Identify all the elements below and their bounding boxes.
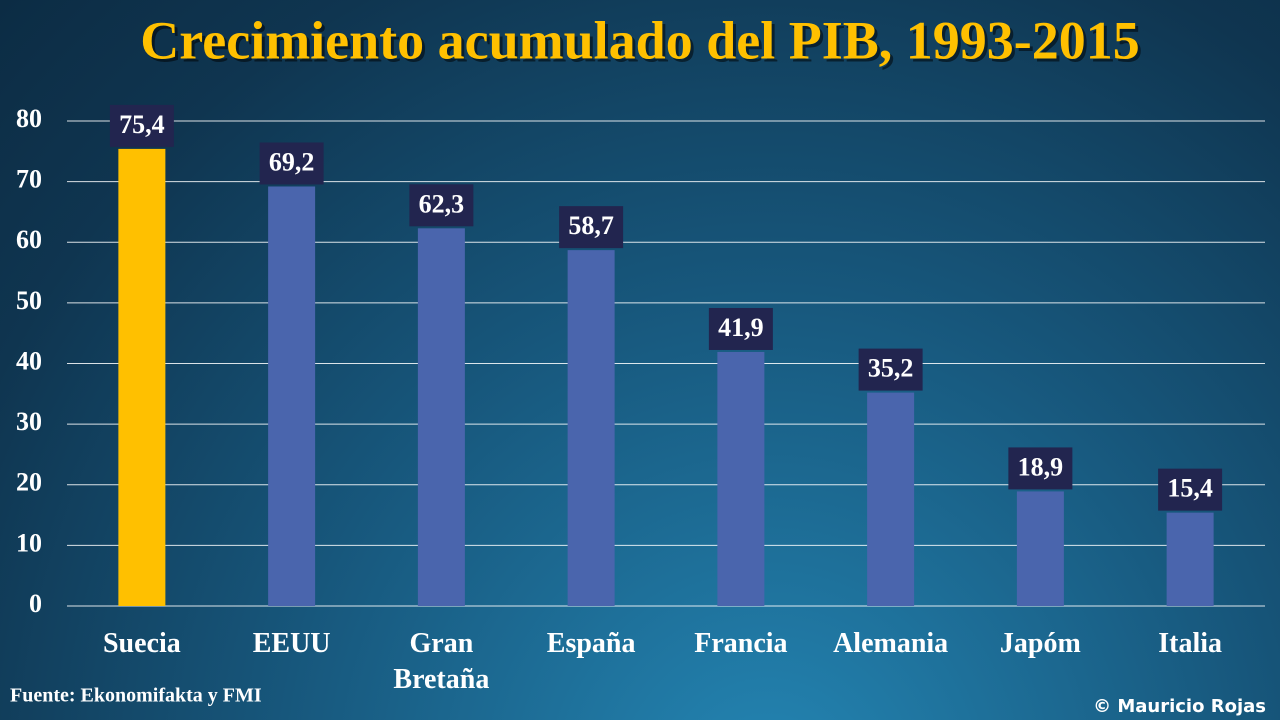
value-label-box xyxy=(559,206,624,249)
value-label-box xyxy=(1008,447,1073,490)
x-tick-label: Italia xyxy=(1158,628,1223,659)
x-tick-label: Suecia xyxy=(102,628,181,659)
bar xyxy=(268,186,316,606)
bar xyxy=(867,392,915,606)
x-tick-label: Gran Bretaña xyxy=(393,628,490,695)
value-label-box xyxy=(109,104,174,147)
value-label: 15,4 xyxy=(1167,474,1213,503)
value-label-box xyxy=(858,348,923,391)
value-label: 58,7 xyxy=(568,211,614,240)
y-tick-label: 10 xyxy=(16,528,42,557)
bar xyxy=(417,228,465,606)
y-tick-label: 20 xyxy=(16,468,42,497)
credit: © Mauricio Rojas xyxy=(1093,696,1266,717)
value-label-box xyxy=(1158,468,1223,511)
x-tick-label: Alemania xyxy=(833,628,949,659)
bar xyxy=(567,250,615,606)
y-tick-label: 80 xyxy=(16,104,42,133)
title-shadow: Crecimiento acumulado del PIB, 1993-2015 xyxy=(143,13,1142,73)
value-label-box xyxy=(409,184,474,227)
bar xyxy=(118,148,166,606)
value-label: 62,3 xyxy=(419,189,465,218)
bar xyxy=(1016,491,1064,606)
bar xyxy=(717,351,765,606)
value-label: 35,2 xyxy=(868,354,914,383)
value-label-box xyxy=(708,307,773,350)
x-tick-label: Francia xyxy=(694,628,788,659)
x-tick-label: España xyxy=(546,628,636,659)
y-tick-label: 60 xyxy=(16,225,42,254)
y-tick-label: 40 xyxy=(16,346,42,375)
x-tick-label: Japóm xyxy=(999,628,1081,659)
value-label-box xyxy=(259,142,324,185)
chart-title: Crecimiento acumulado del PIB, 1993-2015 xyxy=(140,10,1139,70)
value-label: 69,2 xyxy=(269,147,315,176)
y-tick-label: 0 xyxy=(29,589,42,618)
value-label: 41,9 xyxy=(718,313,764,342)
y-tick-label: 70 xyxy=(16,165,42,194)
value-label: 75,4 xyxy=(119,110,165,139)
bar xyxy=(1166,512,1214,606)
source: Fuente: Ekonomifakta y FMI xyxy=(10,685,262,707)
y-tick-label: 50 xyxy=(16,286,42,315)
y-tick-label: 30 xyxy=(16,407,42,436)
value-label: 18,9 xyxy=(1018,452,1064,481)
x-tick-label: EEUU xyxy=(252,628,331,659)
